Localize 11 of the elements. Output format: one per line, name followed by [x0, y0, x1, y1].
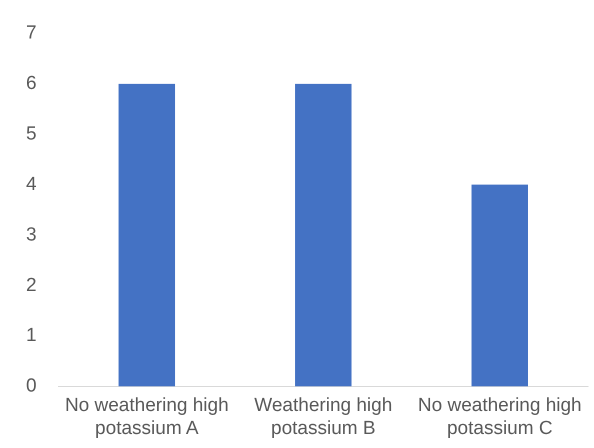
- x-tick-label: No weathering high potassium A: [64, 395, 229, 439]
- y-tick-label: 1: [26, 325, 37, 346]
- y-tick-label: 3: [26, 224, 37, 246]
- y-tick-label: 0: [26, 376, 37, 397]
- y-tick-label: 6: [26, 73, 37, 94]
- x-tick-label: Weathering high potassium B: [254, 395, 392, 439]
- y-tick-label: 7: [26, 22, 37, 44]
- y-tick-label: 5: [26, 123, 37, 144]
- x-tick-label: No weathering high potassium C: [418, 395, 582, 439]
- y-tick-label: 2: [26, 274, 37, 296]
- y-tick-label: 4: [26, 174, 37, 195]
